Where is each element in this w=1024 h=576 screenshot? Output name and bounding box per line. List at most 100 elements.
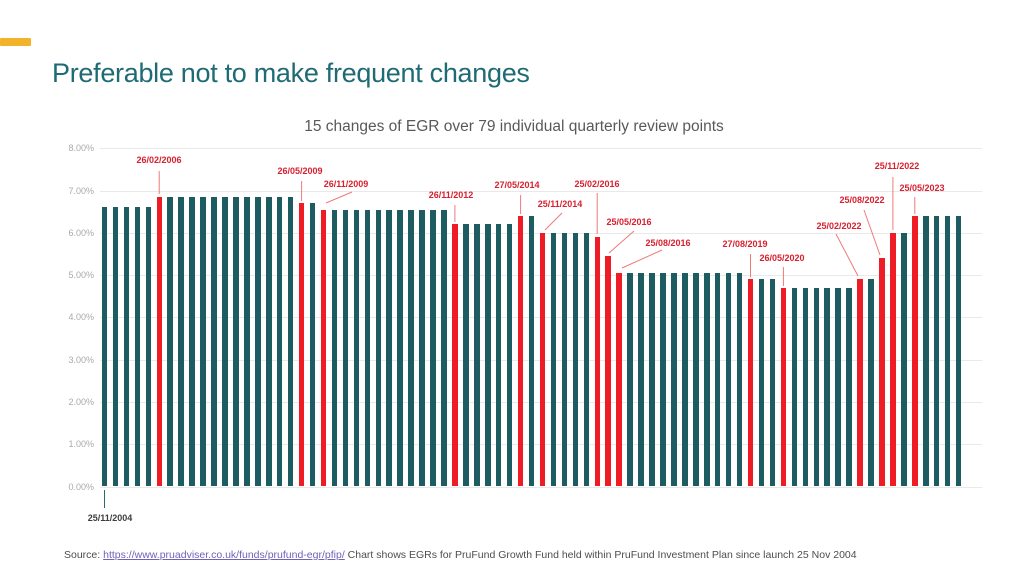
bar-egr-change bbox=[156, 196, 162, 487]
page-title: Preferable not to make frequent changes bbox=[52, 58, 530, 88]
change-date-callout: 26/11/2012 bbox=[428, 190, 474, 200]
accent-dash bbox=[0, 38, 31, 46]
bar-egr bbox=[933, 215, 940, 487]
bar-egr bbox=[430, 209, 436, 487]
y-tick-label: 3.00% bbox=[68, 354, 94, 365]
bar-egr bbox=[583, 232, 590, 487]
bar-egr bbox=[638, 272, 644, 487]
bar-egr bbox=[682, 272, 688, 487]
bar-egr bbox=[495, 224, 502, 487]
bar-egr bbox=[112, 207, 119, 487]
change-date-callout: 25/05/2023 bbox=[899, 183, 945, 193]
bar-egr bbox=[189, 196, 195, 487]
y-tick-label: 0.00% bbox=[68, 481, 94, 492]
y-tick-label: 7.00% bbox=[68, 185, 94, 196]
bar-egr bbox=[408, 209, 414, 487]
bar-egr bbox=[386, 209, 392, 487]
change-date-callout: 26/05/2020 bbox=[759, 253, 805, 263]
chart-title: 15 changes of EGR over 79 individual qua… bbox=[304, 118, 724, 135]
bar-egr bbox=[364, 209, 371, 487]
bar-egr-change bbox=[857, 279, 863, 487]
bar-egr bbox=[276, 196, 283, 487]
bar-egr bbox=[704, 272, 710, 487]
bar-egr-change bbox=[517, 215, 524, 487]
bar-egr bbox=[671, 272, 677, 487]
bar-egr bbox=[233, 196, 239, 487]
bar-egr bbox=[331, 209, 338, 487]
bar-egr bbox=[572, 232, 579, 487]
y-tick-label: 4.00% bbox=[68, 312, 94, 323]
bar-egr bbox=[463, 224, 469, 487]
y-tick-label: 1.00% bbox=[68, 439, 94, 450]
change-date-callout: 25/11/2014 bbox=[537, 199, 583, 209]
bar-egr bbox=[441, 209, 447, 487]
change-date-callout: 25/08/2016 bbox=[645, 238, 691, 248]
bar-egr bbox=[824, 287, 830, 487]
bar-egr bbox=[769, 279, 776, 487]
change-date-callout: 25/02/2022 bbox=[816, 221, 862, 231]
bar-egr bbox=[901, 232, 907, 487]
y-tick-label: 6.00% bbox=[68, 227, 94, 238]
bar-egr bbox=[693, 272, 699, 487]
source-line: Source: https://www.pruadviser.co.uk/fun… bbox=[64, 549, 857, 561]
bar-egr bbox=[145, 207, 152, 487]
bar-egr bbox=[397, 209, 403, 487]
change-date-callout: 26/02/2006 bbox=[136, 155, 182, 165]
bar-egr bbox=[506, 224, 513, 487]
source-prefix: Source: bbox=[64, 549, 104, 561]
source-description: Chart shows EGRs for PruFund Growth Fund… bbox=[344, 549, 857, 561]
change-date-callout: 27/05/2014 bbox=[494, 180, 540, 190]
change-date-callout: 25/05/2016 bbox=[606, 217, 652, 227]
bar-egr bbox=[813, 287, 819, 487]
bar-egr-change bbox=[320, 209, 327, 487]
bar-egr-change bbox=[890, 232, 896, 487]
bar-egr bbox=[649, 272, 655, 487]
bar-egr bbox=[550, 232, 557, 487]
bar-egr bbox=[725, 272, 732, 487]
change-date-callout: 26/11/2009 bbox=[323, 179, 369, 189]
bar-egr-change bbox=[780, 287, 787, 487]
bar-egr bbox=[255, 196, 261, 487]
bar-egr-change bbox=[616, 272, 622, 487]
bar-egr-change bbox=[879, 258, 885, 487]
bar-egr-change bbox=[594, 237, 600, 487]
bar-egr bbox=[868, 279, 874, 487]
change-date-callout: 25/11/2022 bbox=[874, 161, 920, 171]
source-link[interactable]: https://www.pruadviser.co.uk/funds/prufu… bbox=[103, 549, 345, 561]
bar-egr-change bbox=[747, 279, 754, 487]
bar-egr-change bbox=[912, 215, 918, 487]
bar-egr-change bbox=[298, 203, 305, 487]
bar-egr bbox=[342, 209, 349, 487]
bar-egr bbox=[736, 272, 743, 487]
bar-egr bbox=[846, 287, 852, 487]
change-date-callout: 26/05/2009 bbox=[277, 166, 323, 176]
bar-egr bbox=[485, 224, 491, 487]
bar-egr-change bbox=[452, 224, 458, 487]
bar-egr bbox=[287, 196, 294, 487]
bar-egr bbox=[244, 196, 250, 487]
bar-egr bbox=[791, 287, 798, 487]
bar-egr bbox=[758, 279, 765, 487]
bar-egr bbox=[167, 196, 173, 487]
bar-egr bbox=[353, 209, 360, 487]
bar-egr-change bbox=[605, 256, 611, 487]
bar-egr bbox=[627, 272, 633, 487]
gridline bbox=[100, 148, 982, 150]
launch-date-label: 25/11/2004 bbox=[87, 513, 133, 523]
bar-egr bbox=[528, 215, 535, 487]
bar-egr bbox=[309, 203, 316, 487]
gridline bbox=[100, 486, 982, 488]
y-tick-label: 5.00% bbox=[68, 270, 94, 281]
bar-egr bbox=[266, 196, 272, 487]
y-tick-label: 8.00% bbox=[68, 143, 94, 154]
bar-egr bbox=[200, 196, 206, 487]
bar-egr bbox=[955, 215, 962, 487]
bar-egr bbox=[802, 287, 809, 487]
change-date-callout: 25/02/2016 bbox=[574, 179, 620, 189]
bar-egr bbox=[419, 209, 425, 487]
bar-egr bbox=[561, 232, 568, 487]
bar-egr bbox=[714, 272, 721, 487]
change-date-callout: 25/08/2022 bbox=[839, 195, 885, 205]
bar-egr bbox=[134, 207, 141, 487]
